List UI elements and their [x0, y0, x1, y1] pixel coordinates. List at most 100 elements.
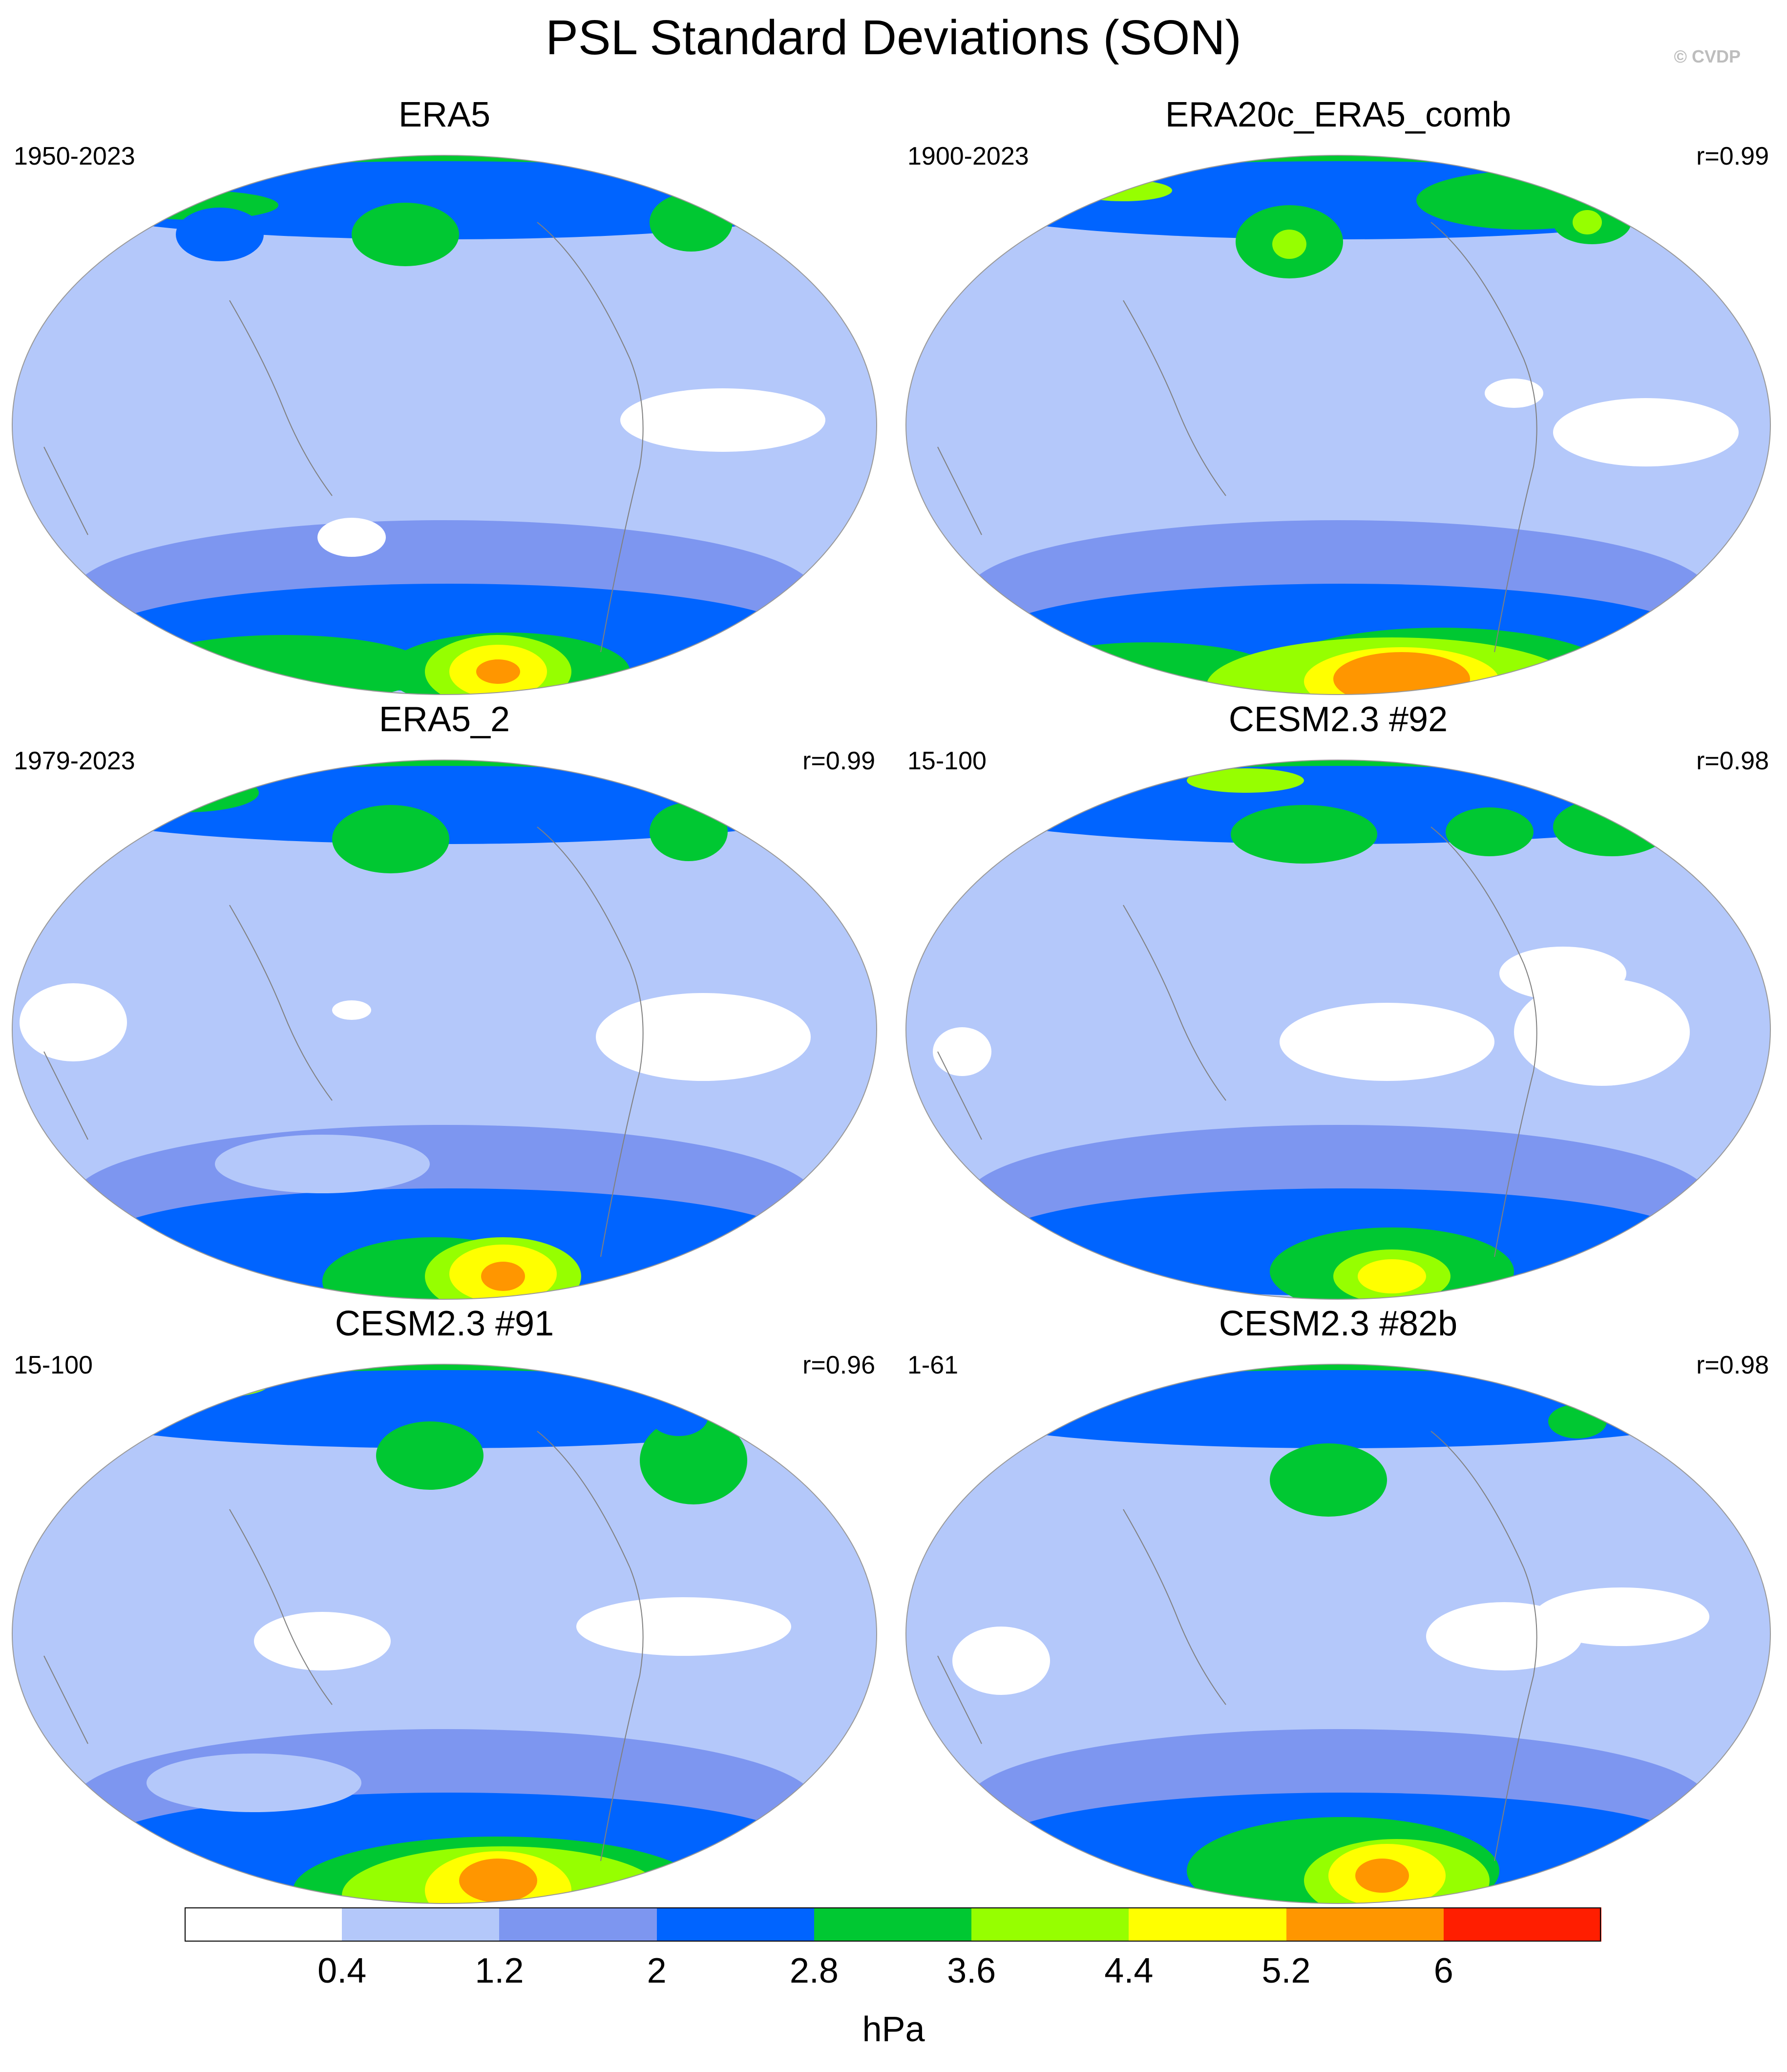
- contour-region: [1534, 1587, 1709, 1646]
- contour-region: [650, 803, 728, 861]
- map-era20c-era5-comb: [904, 154, 1773, 696]
- panel-title: CESM2.3 #82b: [1219, 1304, 1458, 1343]
- coastline: [229, 1509, 333, 1705]
- coastline: [1494, 1567, 1537, 1861]
- map-cesm23-91: [10, 1363, 879, 1905]
- panel-correlation: r=0.99: [1696, 142, 1769, 170]
- contour-region: [1272, 230, 1306, 259]
- coastline: [600, 1567, 644, 1861]
- colorbar-box: [814, 1907, 972, 1942]
- contour-region: [1231, 805, 1377, 864]
- contour-region: [142, 1371, 269, 1398]
- contour-region: [947, 1370, 1729, 1448]
- map-outline: [905, 155, 1771, 695]
- contour-region: [1280, 1003, 1494, 1081]
- contour-region: [1485, 379, 1543, 408]
- panel-title: ERA5_2: [378, 700, 510, 739]
- coastline: [1430, 826, 1524, 964]
- panel-cesm23-91: CESM2.3 #91 15-100 r=0.96: [5, 1302, 884, 1907]
- panel-cesm23-82b: CESM2.3 #82b 1-61 r=0.98: [899, 1302, 1778, 1907]
- colorbar-tick-label: 2: [647, 1951, 667, 1990]
- contour-region: [352, 203, 459, 266]
- contour-region: [1553, 398, 1739, 466]
- coastline: [537, 826, 631, 964]
- contour-region: [68, 774, 147, 792]
- panel-title: ERA5: [398, 95, 491, 134]
- colorbar-box: [342, 1907, 500, 1942]
- colorbar-box: [185, 1907, 343, 1942]
- contour-region: [176, 208, 264, 261]
- contour-region: [254, 1612, 391, 1670]
- contour-region: [1573, 210, 1602, 234]
- contour-region: [996, 1375, 1123, 1409]
- map-cesm23-82b: [904, 1363, 1773, 1905]
- contour-region: [61, 186, 154, 205]
- coastline: [1430, 1431, 1524, 1568]
- map-projection: [12, 1364, 877, 1904]
- contour-region: [1355, 1859, 1409, 1893]
- map-fields: [12, 760, 877, 1299]
- contour-region: [332, 805, 449, 873]
- map-fields: [906, 760, 1770, 1299]
- map-outline: [12, 760, 877, 1300]
- contour-region: [317, 518, 386, 557]
- panel-era5-2: ERA5_2 1979-2023 r=0.99: [5, 698, 884, 1303]
- map-projection: [905, 155, 1771, 695]
- contour-region: [215, 1135, 430, 1193]
- panel-correlation: r=0.98: [1696, 747, 1769, 775]
- map-fields: [12, 155, 877, 695]
- colorbar-tick-label: 2.8: [789, 1951, 839, 1990]
- map-fields: [906, 1364, 1770, 1903]
- coastline: [229, 300, 333, 496]
- panel-period: 1979-2023: [14, 747, 135, 775]
- colorbar-tick-label: 3.6: [947, 1951, 996, 1990]
- coastline: [1123, 1509, 1226, 1705]
- colorbar-tick-label: 1.2: [475, 1951, 524, 1990]
- panel-era5: ERA5 1950-2023: [5, 93, 884, 698]
- coastline: [229, 905, 333, 1101]
- contour-region: [376, 1421, 484, 1490]
- panel-title: CESM2.3 #92: [1228, 700, 1448, 739]
- contour-region: [1553, 798, 1670, 856]
- contour-region: [620, 388, 825, 452]
- contour-region: [481, 1262, 525, 1291]
- coastline: [937, 1051, 982, 1140]
- colorbar-box: [499, 1907, 657, 1942]
- colorbar-box: [971, 1907, 1130, 1942]
- colorbar-tick-label: 5.2: [1261, 1951, 1311, 1990]
- contour-region: [1514, 978, 1690, 1086]
- map-outline: [905, 760, 1771, 1300]
- colorbar-box: [1443, 1907, 1601, 1942]
- panel-correlation: r=0.99: [802, 747, 875, 775]
- contour-region: [952, 1627, 1050, 1695]
- colorbar-tick-label: 6: [1433, 1951, 1453, 1990]
- coastline: [43, 446, 88, 535]
- map-projection: [12, 760, 877, 1300]
- panel-period: 15-100: [14, 1351, 93, 1379]
- map-outline: [12, 1364, 877, 1904]
- panel-period: 1900-2023: [907, 142, 1029, 170]
- contour-region: [1270, 1443, 1387, 1517]
- panel-title: CESM2.3 #91: [335, 1304, 554, 1343]
- panel-correlation: r=0.96: [802, 1351, 875, 1379]
- colorbar-box: [1129, 1907, 1287, 1942]
- contour-region: [476, 659, 520, 684]
- contour-region: [576, 1597, 791, 1656]
- coastline: [43, 1655, 88, 1744]
- panel-period: 1950-2023: [14, 142, 135, 170]
- coastline: [43, 1051, 88, 1140]
- map-cesm23-92: [904, 759, 1773, 1301]
- coastline: [537, 222, 631, 359]
- panel-period: 1-61: [907, 1351, 959, 1379]
- contour-region: [596, 993, 811, 1081]
- contour-region: [459, 1859, 537, 1903]
- coastline: [1123, 300, 1226, 496]
- map-era5: [10, 154, 879, 696]
- map-projection: [12, 155, 877, 695]
- contour-region: [933, 1027, 991, 1076]
- colorbar-tick-label: 0.4: [317, 1951, 367, 1990]
- colorbar-tick-label: 4.4: [1104, 1951, 1154, 1990]
- coastline: [537, 1431, 631, 1568]
- colorbar-units: hPa: [862, 2010, 925, 2049]
- map-outline: [12, 155, 877, 695]
